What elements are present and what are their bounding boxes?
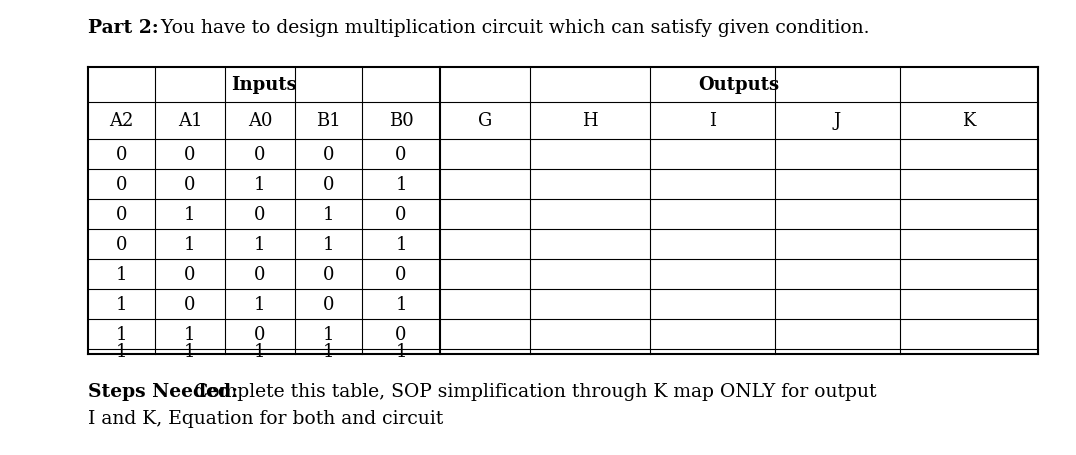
Text: 1: 1 [184, 343, 196, 361]
Text: B0: B0 [388, 112, 413, 130]
Text: 0: 0 [116, 176, 127, 193]
Text: 0: 0 [395, 265, 407, 283]
Text: 1: 1 [395, 236, 407, 253]
Text: You have to design multiplication circuit which can satisfy given condition.: You have to design multiplication circui… [155, 19, 869, 37]
Text: 0: 0 [116, 236, 127, 253]
Text: 1: 1 [116, 325, 127, 343]
Text: 0: 0 [395, 325, 407, 343]
Text: 0: 0 [323, 295, 335, 313]
Text: 0: 0 [184, 176, 196, 193]
Text: A1: A1 [178, 112, 202, 130]
Text: 0: 0 [323, 265, 335, 283]
Text: 0: 0 [184, 295, 196, 313]
Text: 0: 0 [254, 265, 266, 283]
Text: A2: A2 [110, 112, 133, 130]
Text: 0: 0 [323, 176, 335, 193]
Text: 1: 1 [323, 206, 335, 223]
Text: Part 2:: Part 2: [88, 19, 159, 37]
Text: 1: 1 [184, 236, 196, 253]
Text: 0: 0 [395, 146, 407, 164]
Text: 1: 1 [116, 343, 127, 361]
Text: 1: 1 [323, 325, 335, 343]
Text: G: G [478, 112, 492, 130]
Text: 0: 0 [254, 325, 266, 343]
Text: J: J [834, 112, 841, 130]
Text: 1: 1 [323, 343, 335, 361]
Text: 1: 1 [395, 343, 407, 361]
Text: 1: 1 [395, 295, 407, 313]
Text: 0: 0 [116, 146, 127, 164]
Text: 1: 1 [184, 325, 196, 343]
Text: K: K [962, 112, 976, 130]
Text: 0: 0 [254, 206, 266, 223]
Text: B1: B1 [316, 112, 341, 130]
Text: 1: 1 [254, 343, 266, 361]
Text: Complete this table, SOP simplification through K map ONLY for output: Complete this table, SOP simplification … [188, 382, 877, 400]
Text: 1: 1 [395, 176, 407, 193]
Text: 1: 1 [254, 295, 266, 313]
Text: I and K, Equation for both and circuit: I and K, Equation for both and circuit [88, 409, 443, 427]
Text: 0: 0 [184, 146, 196, 164]
Text: Inputs: Inputs [231, 76, 297, 94]
Text: 1: 1 [184, 206, 196, 223]
Text: 0: 0 [184, 265, 196, 283]
Text: 0: 0 [116, 206, 127, 223]
Text: 1: 1 [323, 236, 335, 253]
Text: Outputs: Outputs [698, 76, 780, 94]
Text: A0: A0 [247, 112, 272, 130]
Text: 1: 1 [254, 176, 266, 193]
Text: 0: 0 [254, 146, 266, 164]
Text: Steps Needed:: Steps Needed: [88, 382, 238, 400]
Text: H: H [582, 112, 598, 130]
Text: 0: 0 [395, 206, 407, 223]
Text: 1: 1 [116, 265, 127, 283]
Text: I: I [709, 112, 716, 130]
Text: 1: 1 [116, 295, 127, 313]
Text: 1: 1 [254, 236, 266, 253]
Text: 0: 0 [323, 146, 335, 164]
